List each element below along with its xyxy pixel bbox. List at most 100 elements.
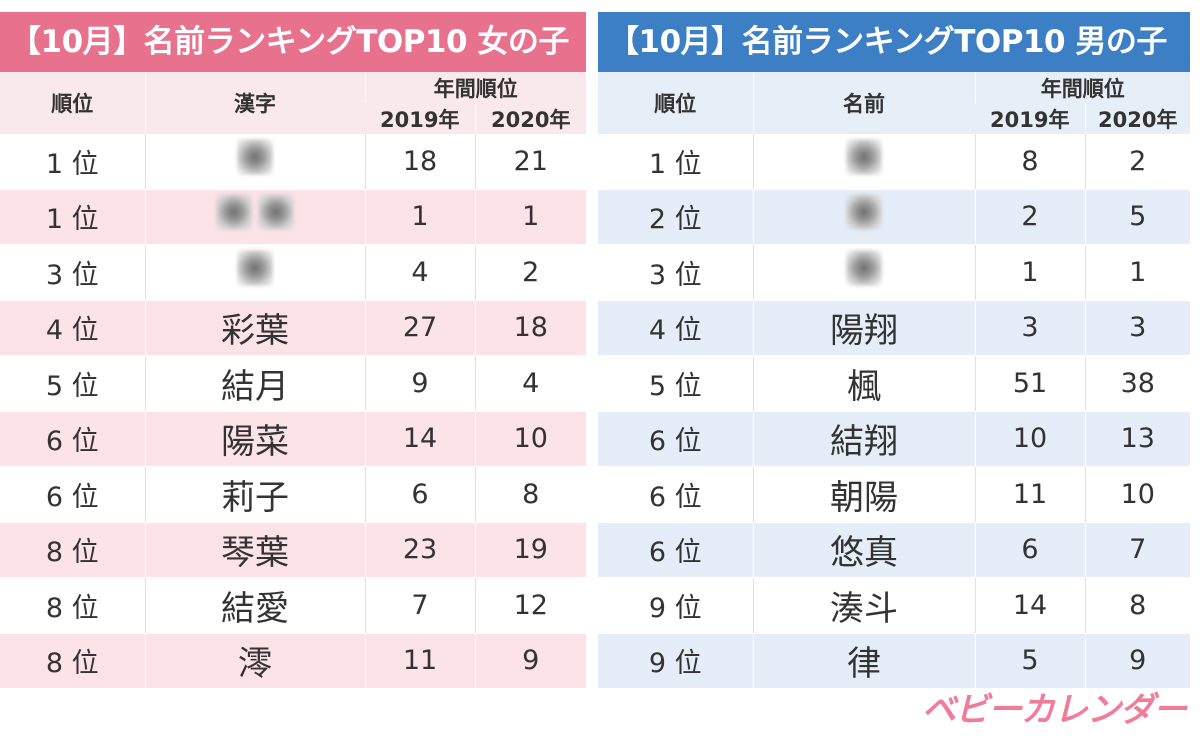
rank-2020-cell: 12	[474, 577, 586, 634]
rank-2019-cell: 6	[364, 466, 475, 523]
blurred-name	[234, 138, 276, 184]
name-cell: 結月	[144, 355, 365, 412]
table-row: 8 位澪 11 9	[0, 633, 586, 689]
rank-2020-cell: 8	[1084, 577, 1190, 634]
name-cell: 陽翔	[752, 300, 975, 356]
rank-2019-cell: 23	[364, 522, 475, 578]
rank-cell: 8 位	[0, 633, 145, 689]
header-rank: 順位	[598, 72, 753, 134]
rank-2020-cell: 19	[474, 522, 586, 578]
blurred-name	[843, 249, 885, 295]
blurred-name	[234, 249, 276, 295]
boys-ranking-title: 【10月】名前ランキングTOP10 男の子	[598, 12, 1190, 72]
rank-cell: 1 位	[0, 189, 145, 245]
rank-cell: 6 位	[0, 411, 145, 467]
name-cell: 悠真	[752, 522, 975, 578]
rank-2020-cell: 7	[1084, 522, 1190, 578]
rank-2019-cell: 1	[364, 189, 475, 245]
table-row: 6 位悠真 6 7	[598, 522, 1190, 578]
rank-cell: 3 位	[598, 244, 753, 301]
rank-2020-cell: 21	[474, 134, 586, 190]
rank-2020-cell: 2	[474, 244, 586, 301]
rank-2020-cell: 3	[1084, 300, 1190, 356]
rank-2020-cell: 10	[474, 411, 586, 467]
name-cell: 律	[752, 633, 975, 689]
header-2020: 2020年	[474, 103, 586, 134]
header-rank: 順位	[0, 72, 145, 134]
header-name: 名前	[752, 72, 975, 134]
table-row: 8 位結愛 7 12	[0, 577, 586, 634]
rank-cell: 6 位	[0, 466, 145, 523]
name-cell	[752, 134, 975, 190]
name-cell	[144, 189, 365, 245]
rank-2019-cell: 9	[364, 355, 475, 412]
header-annual-rank: 年間順位	[364, 72, 586, 103]
rank-2019-cell: 7	[364, 577, 475, 634]
name-cell: 朝陽	[752, 466, 975, 523]
table-row: 9 位湊斗 14 8	[598, 577, 1190, 634]
rank-cell: 9 位	[598, 633, 753, 689]
rank-cell: 8 位	[0, 522, 145, 578]
rank-2020-cell: 9	[1084, 633, 1190, 689]
rank-2019-cell: 3	[974, 300, 1085, 356]
rank-2019-cell: 27	[364, 300, 475, 356]
boys-ranking-panel: 【10月】名前ランキングTOP10 男の子 順位 名前 年間順位 2019年 2…	[598, 12, 1190, 689]
header-2020: 2020年	[1084, 103, 1190, 134]
rank-cell: 6 位	[598, 522, 753, 578]
table-row: 1 位 18 21	[0, 134, 586, 190]
girls-ranking-panel: 【10月】名前ランキングTOP10 女の子 順位 漢字 年間順位 2019年 2…	[0, 12, 586, 689]
name-cell: 澪	[144, 633, 365, 689]
rank-cell: 1 位	[0, 134, 145, 190]
rank-2019-cell: 6	[974, 522, 1085, 578]
header-annual-rank: 年間順位	[974, 72, 1190, 103]
name-cell: 湊斗	[752, 577, 975, 634]
rank-2020-cell: 13	[1084, 411, 1190, 467]
rank-2020-cell: 18	[474, 300, 586, 356]
rank-2019-cell: 11	[364, 633, 475, 689]
rank-cell: 8 位	[0, 577, 145, 634]
rank-2019-cell: 11	[974, 466, 1085, 523]
header-name: 漢字	[144, 72, 365, 134]
name-cell: 結翔	[752, 411, 975, 467]
name-cell: 彩葉	[144, 300, 365, 356]
rank-cell: 6 位	[598, 466, 753, 523]
blurred-name	[213, 194, 297, 239]
rank-2019-cell: 51	[974, 355, 1085, 412]
rank-2020-cell: 5	[1084, 189, 1190, 245]
table-row: 8 位琴葉 23 19	[0, 522, 586, 578]
rank-cell: 5 位	[598, 355, 753, 412]
rank-2019-cell: 14	[974, 577, 1085, 634]
table-row: 6 位陽菜 14 10	[0, 411, 586, 467]
rank-2019-cell: 10	[974, 411, 1085, 467]
name-cell: 結愛	[144, 577, 365, 634]
rank-2020-cell: 38	[1084, 355, 1190, 412]
rank-cell: 9 位	[598, 577, 753, 634]
rank-2019-cell: 2	[974, 189, 1085, 245]
rank-2019-cell: 14	[364, 411, 475, 467]
rank-2020-cell: 2	[1084, 134, 1190, 190]
table-row: 4 位彩葉 27 18	[0, 300, 586, 356]
rank-2020-cell: 10	[1084, 466, 1190, 523]
rank-2020-cell: 1	[1084, 244, 1190, 301]
table-row: 5 位楓 51 38	[598, 355, 1190, 412]
rank-2020-cell: 1	[474, 189, 586, 245]
name-cell: 陽菜	[144, 411, 365, 467]
baby-calendar-logo: ベビーカレンダー	[922, 690, 1187, 730]
name-cell	[144, 244, 365, 301]
table-row: 6 位朝陽 11 10	[598, 466, 1190, 523]
rank-2019-cell: 1	[974, 244, 1085, 301]
rank-2019-cell: 8	[974, 134, 1085, 190]
name-cell	[752, 189, 975, 245]
name-cell: 楓	[752, 355, 975, 412]
rank-cell: 2 位	[598, 189, 753, 245]
rank-cell: 4 位	[598, 300, 753, 356]
blurred-name	[843, 194, 885, 239]
header-2019: 2019年	[365, 103, 475, 134]
